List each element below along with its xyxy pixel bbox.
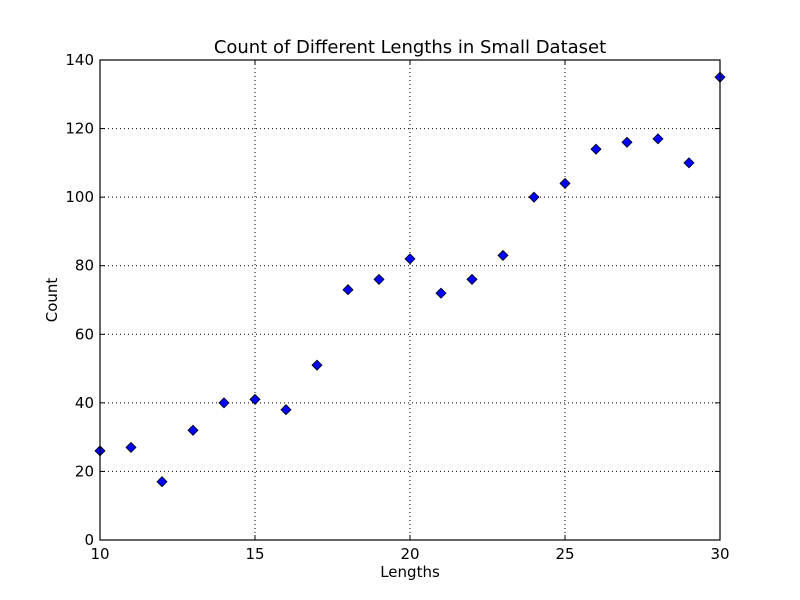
data-point-marker — [652, 133, 664, 145]
data-point-marker — [249, 393, 261, 405]
data-point-marker — [435, 287, 447, 299]
data-point-marker — [218, 397, 230, 409]
data-points — [94, 71, 726, 488]
x-tick-label: 10 — [90, 545, 109, 563]
data-point-marker — [683, 157, 695, 169]
grid-lines — [100, 60, 720, 540]
x-tick-label: 15 — [245, 545, 264, 563]
y-tick-label: 80 — [75, 257, 94, 275]
y-tick-label: 0 — [84, 531, 94, 549]
data-point-marker — [342, 284, 354, 296]
chart-title: Count of Different Lengths in Small Data… — [214, 37, 606, 58]
data-point-marker — [466, 273, 478, 285]
y-tick-label: 20 — [75, 462, 94, 480]
plot-area-frame — [99, 59, 721, 541]
x-tick-label: 20 — [400, 545, 419, 563]
y-tick-label: 140 — [65, 51, 94, 69]
data-point-marker — [497, 249, 509, 261]
data-point-marker — [559, 177, 571, 189]
data-point-marker — [156, 476, 168, 488]
data-point-marker — [125, 441, 137, 453]
data-point-marker — [311, 359, 323, 371]
y-axis-label: Count — [43, 278, 61, 323]
axis-ticks: 10 15 20 25 30 0 20 40 60 80 100 120 140 — [65, 51, 729, 563]
x-tick-label: 30 — [710, 545, 729, 563]
data-point-marker — [621, 136, 633, 148]
x-tick-label: 25 — [555, 545, 574, 563]
data-point-marker — [187, 424, 199, 436]
y-tick-label: 100 — [65, 188, 94, 206]
y-tick-label: 40 — [75, 394, 94, 412]
data-point-marker — [528, 191, 540, 203]
y-tick-label: 60 — [75, 325, 94, 343]
x-axis-label: Lengths — [380, 563, 440, 581]
y-tick-label: 120 — [65, 120, 94, 138]
data-point-marker — [404, 253, 416, 265]
data-point-marker — [280, 404, 292, 416]
data-point-marker — [590, 143, 602, 155]
data-point-marker — [373, 273, 385, 285]
